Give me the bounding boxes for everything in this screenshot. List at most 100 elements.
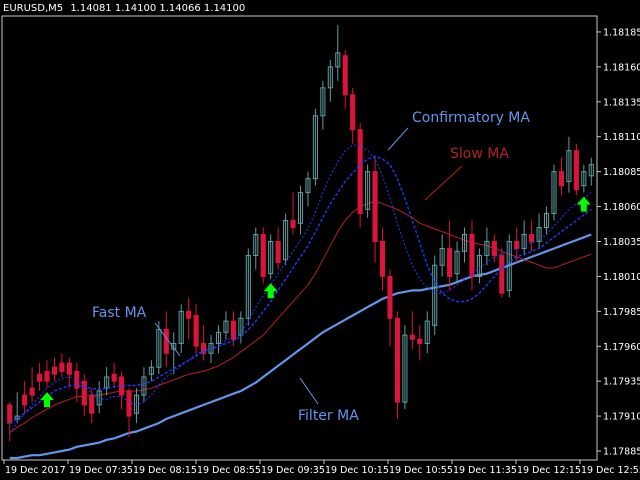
- candle-bear: [81, 380, 87, 406]
- up-arrow-icon: [40, 392, 55, 408]
- ohlc-readout: 1.14081 1.14100 1.14066 1.14100: [70, 3, 246, 14]
- candle-bull: [424, 320, 430, 344]
- candle-bear: [193, 315, 199, 347]
- annotation-confirmatory-ma: Confirmatory MA: [412, 110, 530, 126]
- symbol-timeframe: EURUSD,M5: [3, 3, 64, 14]
- candle-bull: [432, 264, 438, 326]
- candle-bull: [365, 171, 371, 210]
- candle-bear: [350, 94, 356, 131]
- candle-bull: [283, 220, 289, 261]
- candle-bull: [253, 234, 259, 256]
- candle-bull: [566, 150, 572, 182]
- candle-bull: [245, 254, 251, 319]
- annotation-pointer: [154, 322, 181, 357]
- fast-ma-line: [9, 144, 592, 434]
- candle-bull: [454, 250, 460, 275]
- candle-bear: [342, 55, 348, 96]
- candle-bull: [238, 317, 244, 336]
- candle-bull: [484, 240, 490, 256]
- y-tick-label: 1.17910: [603, 412, 640, 423]
- candle-bear: [417, 338, 423, 344]
- candle-bull: [335, 52, 341, 68]
- candle-bear: [469, 234, 475, 277]
- candle-bear: [387, 275, 393, 319]
- candle-bear: [290, 220, 296, 229]
- candle-bear: [499, 254, 505, 294]
- y-tick-label: 1.18085: [603, 167, 640, 178]
- x-tick-label: 19 Dec 07:35: [69, 465, 133, 476]
- candle-bear: [7, 404, 13, 424]
- candle-bear: [37, 373, 43, 382]
- filter-ma-line: [9, 233, 592, 460]
- candle-bull: [327, 66, 333, 89]
- x-tick-label: 19 Dec 12:15: [517, 465, 581, 476]
- candle-bear: [230, 320, 236, 340]
- candle-bear: [491, 240, 497, 256]
- x-tick-label: 19 Dec 11:35: [453, 465, 517, 476]
- candle-bear: [163, 328, 169, 354]
- plot-frame: [1, 15, 598, 461]
- candle-bull: [133, 394, 140, 414]
- candle-bear: [89, 394, 95, 414]
- candle-bull: [439, 247, 445, 266]
- annotation-pointer: [424, 165, 463, 201]
- up-arrow-icon: [263, 283, 278, 299]
- y-tick-label: 1.17985: [603, 307, 640, 318]
- up-arrow-icon: [576, 196, 591, 212]
- candle-bear: [74, 370, 80, 389]
- candle-bull: [536, 227, 542, 242]
- candle-bear: [59, 362, 65, 372]
- candle-bull: [141, 376, 147, 396]
- candle-bear: [447, 247, 453, 277]
- candle-bear: [394, 317, 400, 403]
- y-tick-label: 1.18160: [603, 62, 640, 73]
- candle-bull: [461, 234, 468, 252]
- candle-bear: [22, 394, 28, 406]
- candle-bear: [126, 390, 132, 417]
- candle-bull: [320, 87, 326, 117]
- candle-bull: [223, 320, 229, 333]
- candle-bull: [171, 342, 177, 350]
- candle-bull: [588, 164, 594, 177]
- candle-bull: [551, 171, 557, 215]
- candle-bear: [66, 362, 72, 375]
- candle-bull: [96, 390, 102, 406]
- annotation-fast-ma: Fast MA: [92, 305, 147, 321]
- candle-bull: [581, 171, 587, 187]
- candle-bear: [357, 129, 363, 215]
- y-tick-label: 1.18110: [603, 132, 640, 143]
- y-tick-label: 1.17960: [603, 342, 640, 353]
- y-tick-label: 1.18035: [603, 237, 640, 248]
- candle-bear: [186, 310, 192, 319]
- candle-bull: [208, 342, 214, 354]
- candle-bear: [51, 366, 58, 375]
- annotation-pointer: [387, 127, 409, 151]
- annotation-filter-ma: Filter MA: [298, 408, 359, 424]
- candle-bull: [178, 310, 184, 344]
- candle-bull: [104, 376, 110, 389]
- x-tick-label: 19 Dec 08:55: [197, 465, 261, 476]
- candle-bear: [201, 342, 207, 354]
- candle-bull: [312, 115, 318, 180]
- candle-bear: [573, 150, 579, 191]
- candle-bull: [521, 234, 527, 249]
- x-tick-label: 19 Dec 10:15: [325, 465, 389, 476]
- candle-bull: [543, 213, 550, 229]
- y-tick-label: 1.18060: [603, 202, 640, 213]
- x-tick-label: 19 Dec 09:35: [261, 465, 325, 476]
- candle-bull: [297, 192, 304, 224]
- candle-bear: [275, 240, 281, 263]
- x-tick-label: 19 Dec 2017: [5, 465, 66, 476]
- candle-bull: [268, 240, 274, 275]
- chart-header: EURUSD,M5 1.14081 1.14100 1.14066 1.1410…: [3, 3, 245, 14]
- candle-bull: [215, 331, 222, 344]
- annotation-slow-ma: Slow MA: [450, 146, 509, 162]
- x-tick-label: 19 Dec 12:55: [581, 465, 640, 476]
- candle-bear: [558, 171, 564, 187]
- candle-bull: [476, 254, 482, 277]
- candle-bull: [506, 240, 512, 291]
- candle-bear: [529, 234, 535, 242]
- y-tick-label: 1.18185: [603, 27, 640, 38]
- candle-bear: [29, 387, 35, 396]
